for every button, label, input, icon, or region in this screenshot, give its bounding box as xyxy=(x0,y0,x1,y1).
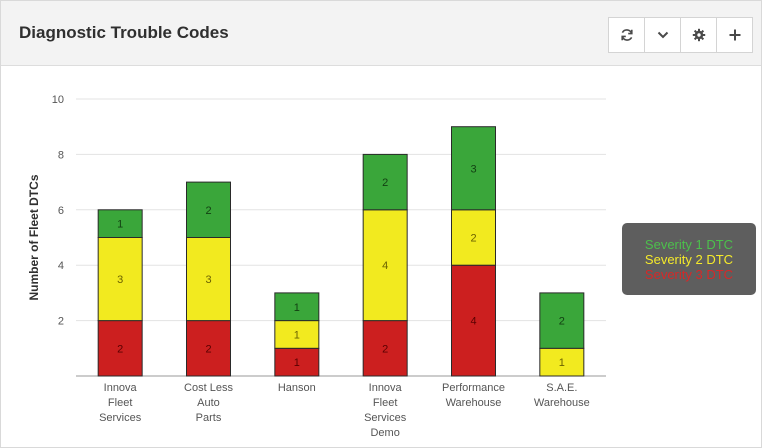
x-tick-label-line: Auto xyxy=(197,397,220,409)
x-tick-label: Hanson xyxy=(278,382,316,394)
chevron-down-icon xyxy=(657,30,669,40)
x-tick-label: S.A.E. Warehouse xyxy=(534,382,590,409)
y-tick-label: 4 xyxy=(58,260,64,272)
bar-segment xyxy=(274,292,320,322)
collapse-button[interactable] xyxy=(645,18,681,52)
data-label: 2 xyxy=(382,177,388,189)
data-label: 2 xyxy=(559,316,565,328)
data-label: 4 xyxy=(470,316,476,328)
x-tick-label-line: Warehouse xyxy=(534,397,590,409)
y-tick-label: 10 xyxy=(52,94,64,106)
bar-segment xyxy=(186,181,231,238)
data-label: 1 xyxy=(117,219,123,231)
bar-segment xyxy=(362,320,408,377)
widget-toolbar xyxy=(608,17,753,53)
x-tick-label-line: Innova xyxy=(104,382,138,394)
bar-segment xyxy=(97,320,143,377)
widget-header: Diagnostic Trouble Codes xyxy=(1,1,761,66)
legend-item-severity-3: Severity 3 DTC xyxy=(644,266,734,282)
y-tick-label: 6 xyxy=(58,205,64,217)
refresh-button[interactable] xyxy=(609,18,645,52)
x-tick-label-line: Warehouse xyxy=(446,397,502,409)
x-tick-label-line: Fleet xyxy=(373,397,397,409)
x-tick-label-line: Parts xyxy=(196,412,222,424)
bar-segment xyxy=(539,292,585,349)
data-label: 1 xyxy=(559,357,565,369)
data-label: 4 xyxy=(382,260,388,272)
bar-segment xyxy=(97,209,143,239)
x-tick-label-line: S.A.E. xyxy=(546,382,577,394)
bar-segment xyxy=(274,320,320,349)
data-label: 1 xyxy=(294,329,300,341)
data-label: 2 xyxy=(470,233,476,245)
legend-item-severity-2: Severity 2 DTC xyxy=(644,251,734,267)
x-tick-label-line: Fleet xyxy=(108,397,132,409)
y-axis-title: Number of Fleet DTCs xyxy=(27,174,41,300)
data-label: 3 xyxy=(117,274,123,286)
data-label: 2 xyxy=(382,343,388,355)
x-tick-label-line: Cost Less xyxy=(184,382,233,394)
y-tick-label: 2 xyxy=(58,316,64,328)
plus-icon xyxy=(729,29,741,41)
x-tick-label-line: Performance xyxy=(442,382,505,394)
data-label: 1 xyxy=(294,357,300,369)
add-button[interactable] xyxy=(717,18,752,52)
gear-icon xyxy=(692,28,706,42)
x-tick-label: Innova Fleet Services xyxy=(99,382,142,424)
bar-segment xyxy=(274,347,320,377)
bar-segment xyxy=(186,237,231,322)
refresh-icon xyxy=(620,28,634,42)
data-label: 2 xyxy=(205,205,211,217)
widget-title: Diagnostic Trouble Codes xyxy=(19,23,229,42)
chart-legend: Severity 1 DTC Severity 2 DTC Severity 3… xyxy=(622,223,756,295)
stacked-bar-chart: 2 4 6 8 10 Number of Fleet DTCs 2 3 1 Innova Fleet… xyxy=(27,94,606,439)
bar-segment xyxy=(362,209,408,322)
bar-segment xyxy=(97,237,143,322)
x-tick-label-line: Innova xyxy=(369,382,403,394)
x-tick-label-line: Demo xyxy=(370,427,399,439)
bar-segment xyxy=(186,320,231,377)
x-tick-label-line: Hanson xyxy=(278,382,316,394)
data-label: 1 xyxy=(294,302,300,314)
bar-segment xyxy=(362,153,408,211)
bar-segment xyxy=(451,126,496,211)
x-tick-label: Cost Less Auto Parts xyxy=(184,382,233,424)
legend-item-severity-1: Severity 1 DTC xyxy=(644,236,734,252)
x-tick-label-line: Services xyxy=(99,412,142,424)
x-tick-label-line: Services xyxy=(364,412,407,424)
data-label: 2 xyxy=(205,343,211,355)
x-tick-label: Innova Fleet Services Demo xyxy=(364,382,407,439)
settings-button[interactable] xyxy=(681,18,717,52)
x-tick-label: Performance Warehouse xyxy=(442,382,505,409)
y-tick-label: 8 xyxy=(58,149,64,161)
data-label: 2 xyxy=(117,343,123,355)
data-label: 3 xyxy=(470,163,476,175)
data-label: 3 xyxy=(205,274,211,286)
